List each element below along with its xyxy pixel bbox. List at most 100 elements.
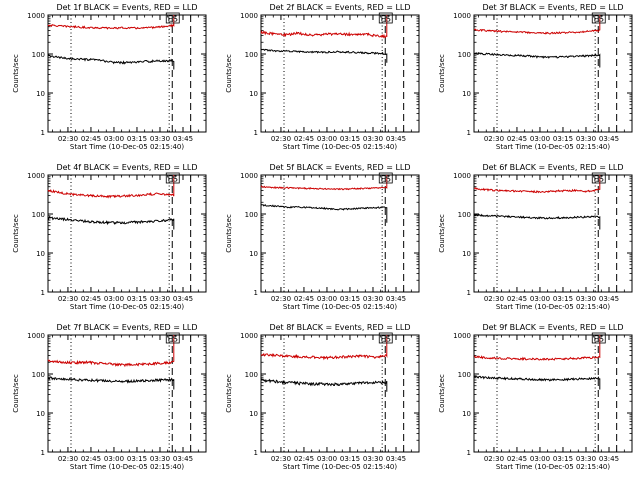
x-axis-label: Start Time (10-Dec-05 02:15:40): [283, 463, 397, 471]
es-marker-label: ES: [168, 15, 178, 24]
x-tick-label: 03:45: [599, 295, 619, 303]
es-marker-label: ES: [594, 335, 604, 344]
es-marker-label: ES: [381, 15, 391, 24]
y-tick-label: 1: [254, 449, 258, 457]
y-tick-label: 10: [36, 410, 45, 418]
chart-panel-2: Det 2f BLACK = Events, RED = LLD Counts/s…: [225, 3, 420, 151]
es-marker-label: ES: [594, 15, 604, 24]
x-tick-label: 03:00: [317, 455, 337, 463]
x-tick-label: 03:45: [599, 455, 619, 463]
series-line-events: [47, 54, 175, 70]
x-axis-label: Start Time (10-Dec-05 02:15:40): [70, 303, 184, 311]
x-tick-label: 02:30: [58, 295, 78, 303]
series-line-lld: [47, 335, 175, 368]
x-tick-label: 02:30: [484, 135, 504, 143]
chart-title: Det 2f BLACK = Events, RED = LLD: [269, 3, 410, 12]
series-line-lld: [47, 15, 175, 30]
x-tick-label: 02:30: [271, 455, 291, 463]
series-line-events: [260, 378, 388, 392]
y-tick-label: 10: [249, 410, 258, 418]
es-marker-box: [591, 332, 606, 344]
x-tick-label: 03:15: [553, 455, 573, 463]
series-line-events: [473, 51, 601, 68]
es-marker-label: ES: [381, 335, 391, 344]
chart-panel-3: Det 3f BLACK = Events, RED = LLD Counts/s…: [438, 3, 633, 151]
y-tick-label: 1000: [240, 12, 258, 20]
x-tick-label: 03:45: [386, 135, 406, 143]
x-tick-label: 03:30: [150, 135, 170, 143]
chart-panel-1: Det 1f BLACK = Events, RED = LLD Counts/s…: [12, 3, 207, 151]
x-tick-label: 03:30: [576, 455, 596, 463]
series-line-events: [260, 48, 388, 63]
plot-frame: [473, 174, 633, 293]
x-tick-label: 03:00: [317, 135, 337, 143]
x-tick-label: 02:45: [294, 295, 314, 303]
x-tick-label: 03:15: [127, 455, 147, 463]
x-axis-label: Start Time (10-Dec-05 02:15:40): [283, 143, 397, 151]
plot-frame: [47, 334, 207, 453]
y-tick-label: 1: [254, 129, 258, 137]
chart-title: Det 4f BLACK = Events, RED = LLD: [56, 163, 197, 172]
x-tick-label: 03:30: [150, 455, 170, 463]
y-tick-label: 1: [41, 289, 45, 297]
series-line-lld: [260, 335, 388, 361]
plot-frame: [260, 174, 420, 293]
y-tick-label: 100: [245, 211, 258, 219]
y-axis-label: Counts/sec: [438, 214, 446, 253]
x-axis-label: Start Time (10-Dec-05 02:15:40): [70, 143, 184, 151]
y-axis-label: Counts/sec: [12, 374, 20, 413]
es-marker-box: [165, 12, 180, 24]
plot-frame: [473, 334, 633, 453]
x-tick-label: 03:00: [104, 135, 124, 143]
chart-title: Det 1f BLACK = Events, RED = LLD: [56, 3, 197, 12]
x-tick-label: 02:45: [507, 135, 527, 143]
x-axis-label: Start Time (10-Dec-05 02:15:40): [70, 463, 184, 471]
x-tick-label: 02:45: [81, 295, 101, 303]
series-line-lld: [47, 175, 175, 199]
y-tick-label: 10: [36, 90, 45, 98]
y-tick-label: 100: [245, 371, 258, 379]
series-line-lld: [473, 15, 601, 35]
y-axis-label: Counts/sec: [225, 214, 233, 253]
series-line-events: [47, 376, 175, 390]
x-tick-label: 03:30: [363, 455, 383, 463]
chart-title: Det 8f BLACK = Events, RED = LLD: [269, 323, 410, 332]
y-tick-label: 100: [32, 51, 45, 59]
x-tick-label: 03:45: [173, 455, 193, 463]
y-tick-label: 10: [249, 90, 258, 98]
x-tick-label: 03:00: [530, 135, 550, 143]
chart-panel-7: Det 7f BLACK = Events, RED = LLD Counts/s…: [12, 323, 207, 471]
plot-frame: [47, 174, 207, 293]
chart-title: Det 7f BLACK = Events, RED = LLD: [56, 323, 197, 332]
x-tick-label: 03:15: [553, 135, 573, 143]
x-tick-label: 03:00: [530, 455, 550, 463]
x-tick-label: 02:45: [81, 455, 101, 463]
x-tick-label: 03:15: [127, 295, 147, 303]
y-axis-label: Counts/sec: [12, 54, 20, 93]
y-tick-label: 1000: [240, 332, 258, 340]
x-tick-label: 03:45: [386, 295, 406, 303]
es-marker-box: [165, 332, 180, 344]
es-marker-box: [165, 172, 180, 184]
x-tick-label: 03:15: [127, 135, 147, 143]
x-tick-label: 02:30: [271, 295, 291, 303]
es-marker-label: ES: [381, 175, 391, 184]
x-tick-label: 03:45: [386, 455, 406, 463]
y-tick-label: 1: [467, 289, 471, 297]
y-tick-label: 100: [458, 211, 471, 219]
es-marker-box: [378, 172, 393, 184]
y-axis-label: Counts/sec: [438, 374, 446, 413]
y-tick-label: 10: [462, 410, 471, 418]
y-tick-label: 1000: [27, 332, 45, 340]
chart-panel-4: Det 4f BLACK = Events, RED = LLD Counts/s…: [12, 163, 207, 311]
x-tick-label: 02:30: [484, 295, 504, 303]
chart-title: Det 5f BLACK = Events, RED = LLD: [269, 163, 410, 172]
x-tick-label: 02:30: [484, 455, 504, 463]
y-tick-label: 100: [32, 211, 45, 219]
x-tick-label: 03:15: [340, 455, 360, 463]
y-tick-label: 1: [41, 449, 45, 457]
x-tick-label: 03:45: [173, 295, 193, 303]
x-tick-label: 02:45: [507, 455, 527, 463]
es-marker-box: [591, 172, 606, 184]
